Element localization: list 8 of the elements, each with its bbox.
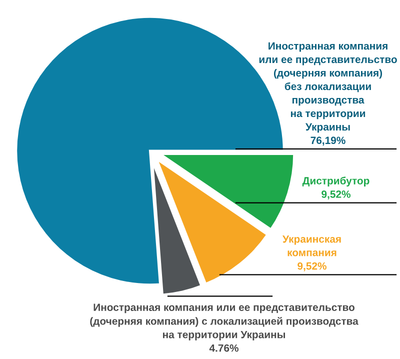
data-label: 9,52%	[322, 190, 350, 200]
slice-label: Дистрибутор	[302, 176, 370, 186]
data-label: 76,19%	[310, 136, 346, 146]
slice-label: Иностранная компания или ее представительство (дочерняя компания) с локализацией производства на территории Украины	[90, 304, 358, 340]
data-label: 9,52%	[298, 262, 326, 272]
slice-label: Украинская компания	[282, 235, 341, 256]
data-label: 4.76%	[209, 344, 238, 352]
slice-label: Иностранная компания или ее представительство (дочерняя компания) без локализации производства на территории Украины	[259, 42, 397, 133]
